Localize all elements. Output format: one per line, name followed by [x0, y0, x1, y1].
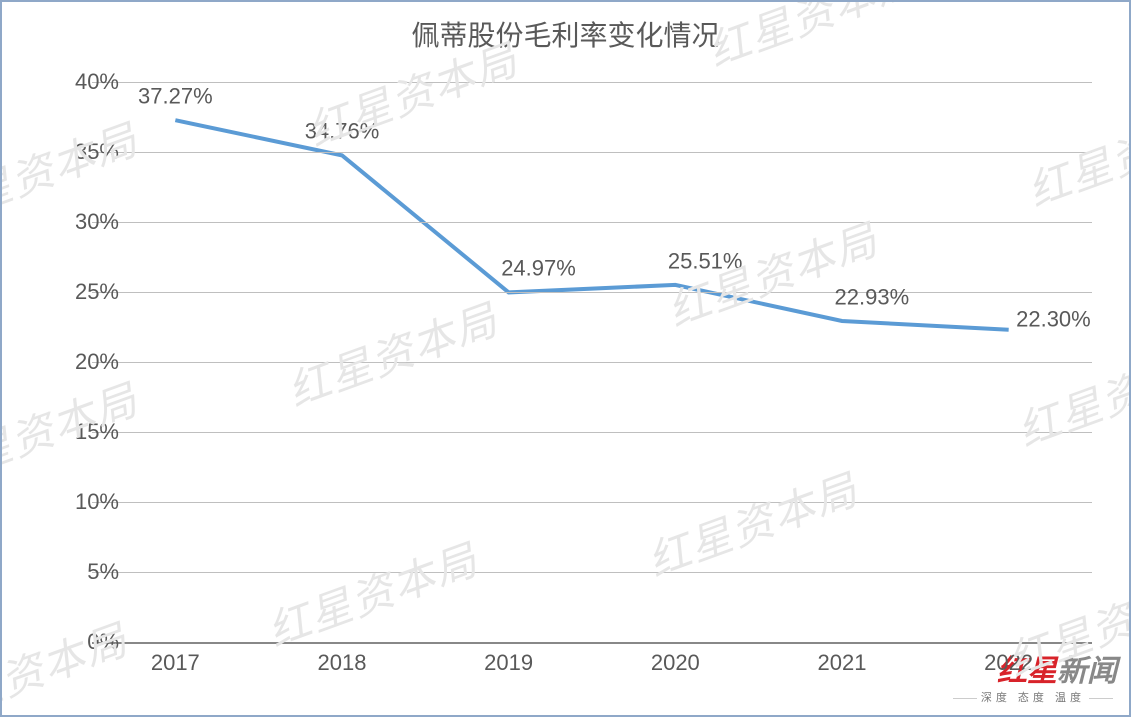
x-tick-label: 2018	[318, 650, 367, 676]
data-label: 25.51%	[668, 248, 743, 274]
data-label: 24.97%	[501, 256, 576, 282]
y-tick-label: 20%	[59, 349, 119, 375]
grid-line	[92, 222, 1092, 223]
y-tick-label: 10%	[59, 489, 119, 515]
data-label: 22.30%	[1016, 306, 1091, 332]
y-tick-label: 35%	[59, 139, 119, 165]
chart-plot-area: 37.27% 34.76% 24.97% 25.51% 22.93% 22.30%	[92, 82, 1092, 642]
grid-line	[92, 152, 1092, 153]
grid-line	[92, 572, 1092, 573]
logo-grey-text: 新闻	[1057, 655, 1117, 688]
y-tick-label: 25%	[59, 279, 119, 305]
chart-title: 佩蒂股份毛利率变化情况	[2, 14, 1129, 54]
x-tick-label: 2020	[651, 650, 700, 676]
chart-container: 佩蒂股份毛利率变化情况 37.27% 34.76% 24.97% 25.51% 22.9…	[0, 0, 1131, 717]
y-tick-label: 0%	[59, 629, 119, 655]
data-label: 37.27%	[138, 84, 213, 110]
x-tick-label: 2021	[818, 650, 867, 676]
grid-line	[92, 82, 1092, 83]
data-label: 34.76%	[305, 119, 380, 145]
data-label: 22.93%	[835, 285, 910, 311]
grid-line	[92, 292, 1092, 293]
y-tick-label: 5%	[59, 559, 119, 585]
x-tick-label: 2017	[151, 650, 200, 676]
y-tick-label: 15%	[59, 419, 119, 445]
x-tick-label: 2022	[984, 650, 1033, 676]
grid-line	[92, 432, 1092, 433]
y-tick-label: 40%	[59, 69, 119, 95]
y-tick-label: 30%	[59, 209, 119, 235]
grid-line	[92, 642, 1092, 644]
grid-line	[92, 502, 1092, 503]
x-tick-label: 2019	[484, 650, 533, 676]
logo-sub-text: 深度 态度 温度	[949, 689, 1117, 705]
grid-line	[92, 362, 1092, 363]
